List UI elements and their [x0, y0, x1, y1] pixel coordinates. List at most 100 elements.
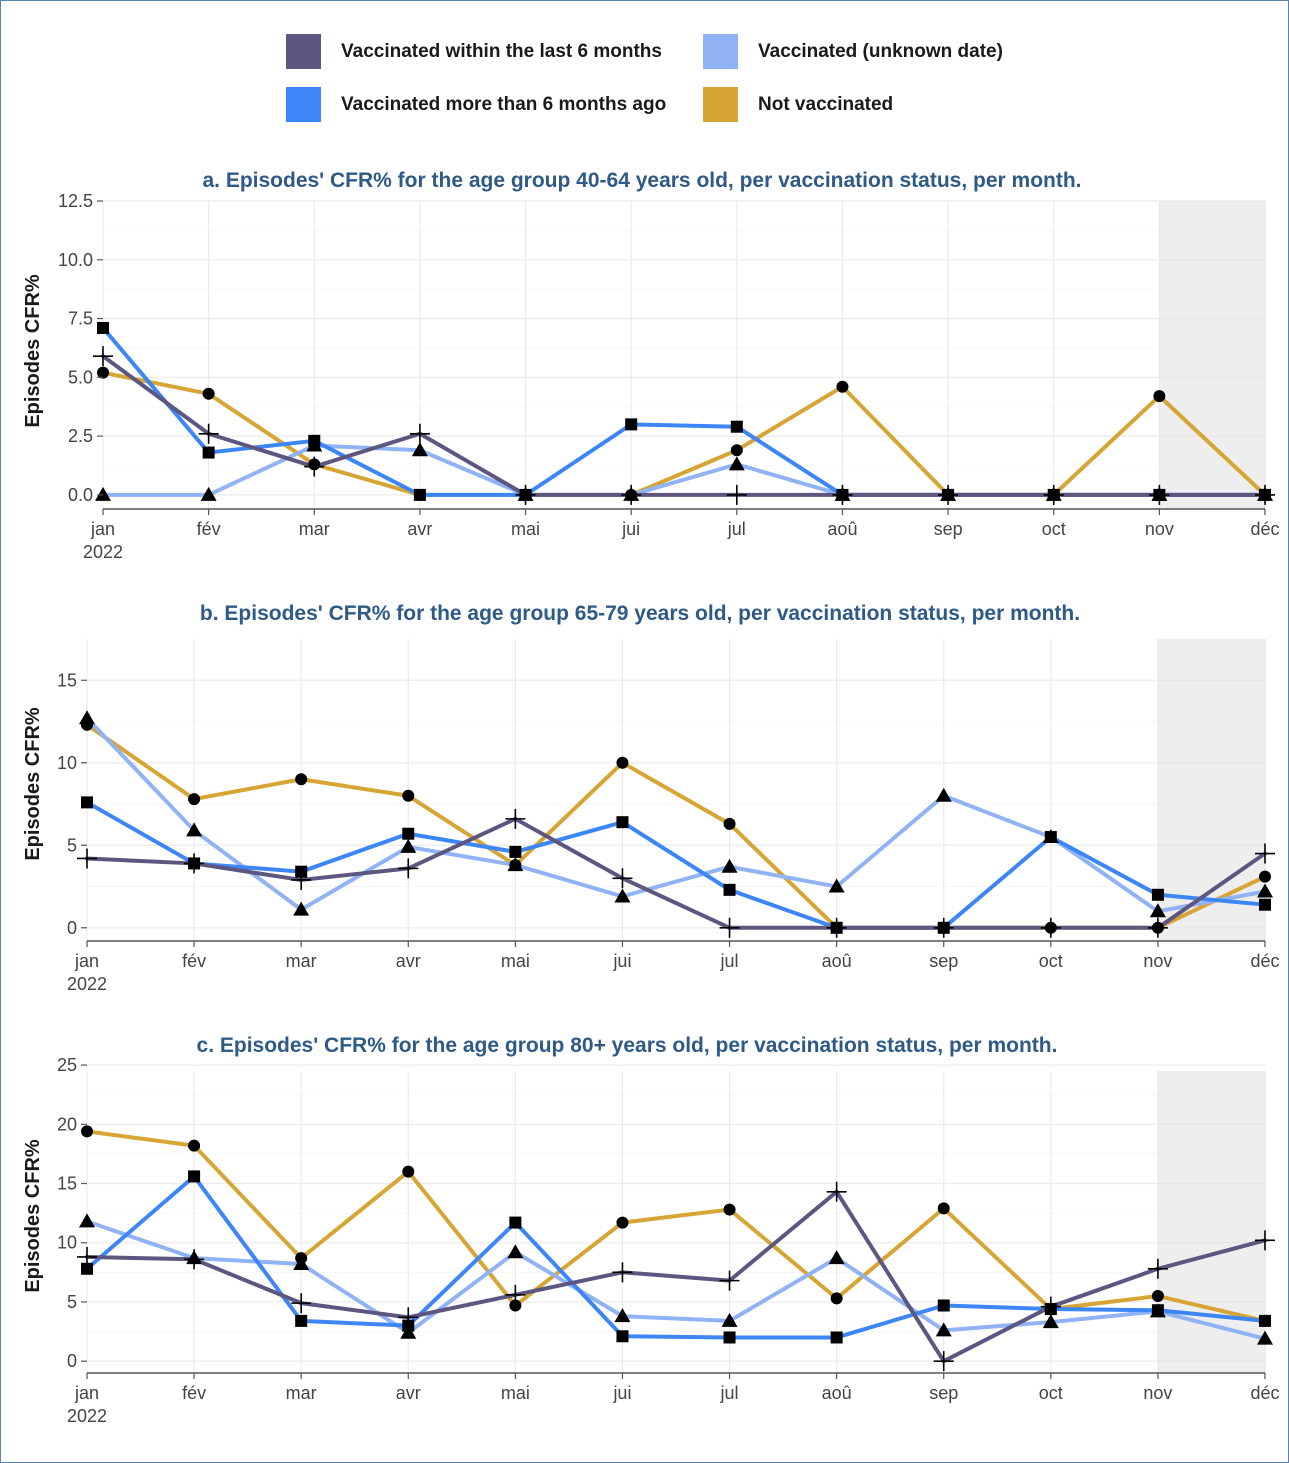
data-point — [188, 793, 201, 806]
y-tick-label: 10 — [57, 1233, 77, 1253]
y-tick-label: 10 — [57, 753, 77, 773]
data-point — [515, 484, 536, 505]
data-point — [304, 456, 325, 477]
data-point — [1259, 1314, 1271, 1327]
data-point — [505, 808, 526, 829]
x-tick-label: avr — [396, 1383, 421, 1403]
data-point — [507, 1244, 524, 1259]
data-point — [291, 1293, 312, 1314]
data-point — [202, 387, 215, 400]
data-point — [616, 816, 629, 829]
series-line — [85, 800, 1267, 930]
data-point — [95, 486, 111, 501]
x-tick-label: mai — [501, 1383, 530, 1403]
data-point — [402, 1165, 415, 1178]
data-point — [616, 756, 629, 769]
data-point — [723, 1203, 736, 1216]
series-line — [85, 1129, 1267, 1323]
series-line — [85, 1189, 1267, 1364]
data-point — [308, 434, 321, 447]
legend-item-not-vaccinated: Not vaccinated — [703, 87, 893, 122]
data-point — [81, 796, 93, 809]
y-tick-label: 0 — [67, 918, 77, 938]
series-line — [85, 716, 1267, 914]
data-point — [291, 869, 312, 890]
x-tick-label: jul — [720, 951, 739, 971]
y-tick-label: 15 — [57, 670, 77, 690]
data-point — [1042, 1314, 1059, 1329]
data-point — [97, 321, 109, 334]
legend-item-unknown: Vaccinated (unknown date) — [703, 34, 1003, 69]
x-tick-label: mai — [511, 519, 540, 539]
data-point — [198, 423, 219, 444]
y-tick-label: 25 — [57, 1055, 77, 1075]
data-point — [1149, 484, 1170, 505]
data-point — [1257, 1330, 1273, 1345]
data-point — [81, 1125, 93, 1138]
data-point — [723, 1331, 736, 1344]
x-tick-label: jan — [74, 951, 99, 971]
x-tick-label: jui — [612, 951, 631, 971]
data-point — [1257, 883, 1273, 898]
data-point — [616, 1216, 629, 1229]
data-point — [1151, 888, 1164, 901]
x-tick-label: jan — [74, 1383, 99, 1403]
y-tick-label: 5 — [67, 1292, 77, 1312]
x-tick-label: jul — [720, 1383, 739, 1403]
data-point — [293, 901, 310, 916]
data-point — [411, 442, 428, 457]
data-point — [1147, 1258, 1168, 1279]
x-tick-label: nov — [1145, 519, 1174, 539]
data-point — [614, 888, 631, 903]
x-tick-label: sep — [934, 519, 963, 539]
data-point — [295, 773, 308, 786]
data-point — [826, 1181, 847, 1202]
data-point — [728, 456, 745, 471]
data-point — [1044, 831, 1057, 844]
data-point — [1151, 1290, 1164, 1303]
y-axis-title: Episodes CFR% — [22, 707, 44, 861]
x-tick-label: avr — [396, 951, 421, 971]
series-line — [101, 325, 1267, 497]
y-tick-label: 7.5 — [68, 309, 93, 329]
data-point — [935, 1322, 952, 1337]
data-point — [400, 1324, 417, 1339]
chart-c: c. Episodes' CFR% for the age group 80+ … — [22, 1034, 1280, 1426]
data-point — [828, 1250, 845, 1265]
data-point — [726, 484, 747, 505]
x-tick-label: avr — [407, 519, 432, 539]
data-point — [402, 827, 415, 840]
x-tick-label: nov — [1143, 951, 1172, 971]
data-point — [730, 444, 743, 457]
data-point — [616, 1330, 629, 1343]
data-point — [612, 868, 633, 889]
data-point — [1259, 870, 1271, 883]
x-tick-label: mar — [299, 519, 330, 539]
legend-swatch-unknown — [703, 34, 738, 69]
data-point — [625, 418, 638, 431]
chart-title: c. Episodes' CFR% for the age group 80+ … — [197, 1034, 1058, 1057]
x-year-label: 2022 — [67, 1406, 107, 1426]
legend-label-recent: Vaccinated within the last 6 months — [341, 40, 662, 62]
data-point — [1255, 484, 1275, 505]
y-tick-label: 10.0 — [58, 250, 93, 270]
data-point — [505, 1284, 526, 1305]
data-point — [836, 380, 849, 393]
x-tick-label: sep — [929, 951, 958, 971]
shaded-region — [1157, 1071, 1265, 1373]
legend-item-recent: Vaccinated within the last 6 months — [286, 34, 662, 69]
x-tick-label: mar — [286, 951, 317, 971]
x-tick-label: déc — [1250, 519, 1279, 539]
data-point — [1151, 1304, 1164, 1317]
legend-swatch-older — [286, 87, 321, 122]
legend-swatch-recent — [286, 34, 321, 69]
x-tick-label: jul — [727, 519, 746, 539]
x-tick-label: oct — [1039, 1383, 1063, 1403]
data-point — [1147, 917, 1168, 938]
x-tick-label: oct — [1042, 519, 1066, 539]
x-year-label: 2022 — [67, 974, 107, 994]
x-tick-label: nov — [1143, 1383, 1172, 1403]
x-tick-label: fév — [182, 951, 206, 971]
chart-b: b. Episodes' CFR% for the age group 65-7… — [22, 602, 1280, 994]
